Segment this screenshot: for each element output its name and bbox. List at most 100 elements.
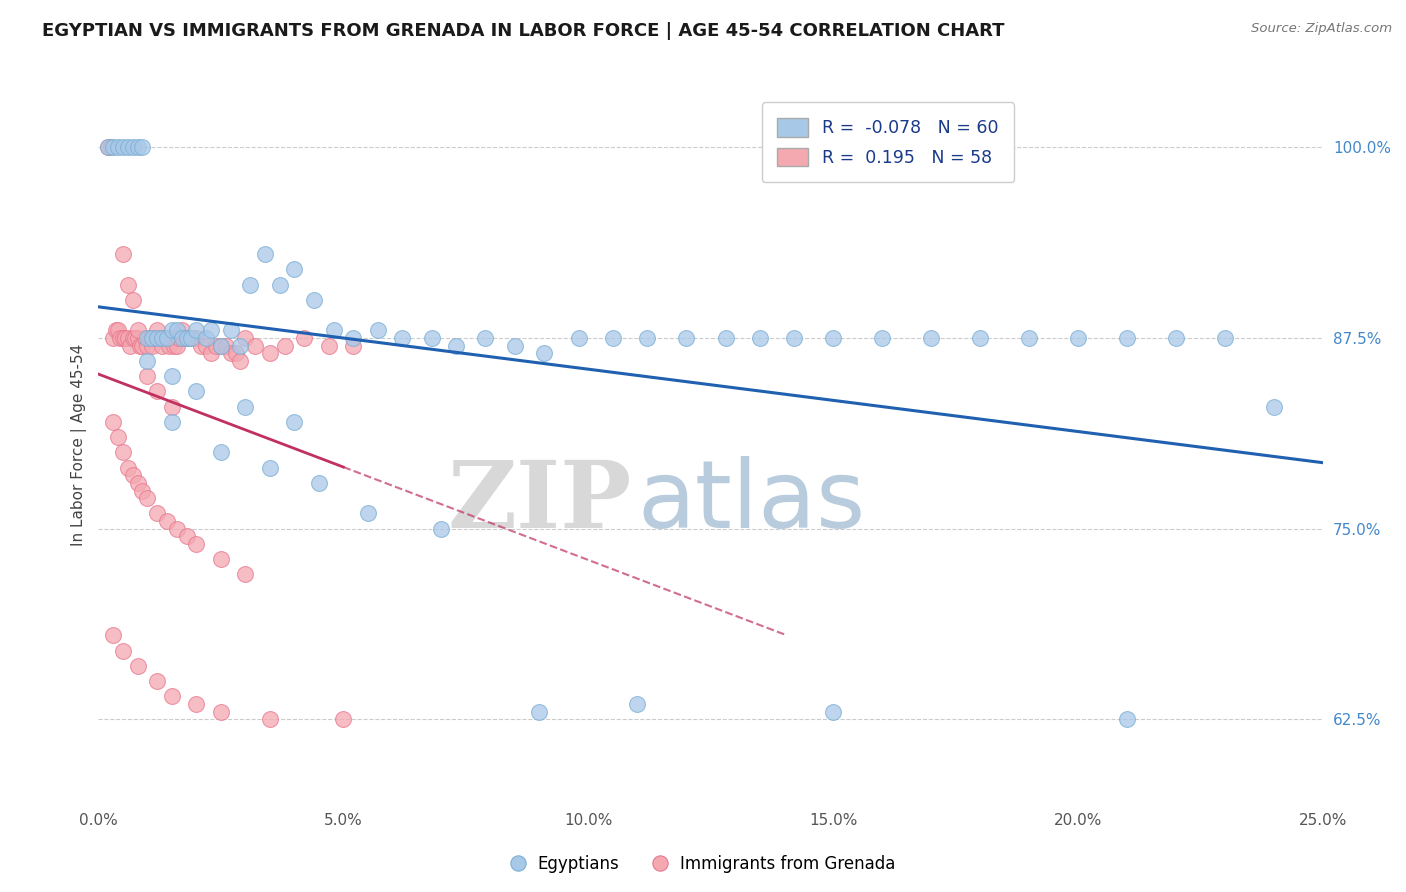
Point bbox=[146, 323, 169, 337]
Point bbox=[124, 331, 146, 345]
Point bbox=[111, 247, 134, 261]
Point bbox=[322, 323, 344, 337]
Point bbox=[567, 331, 589, 345]
Point bbox=[533, 346, 555, 360]
Text: atlas: atlas bbox=[637, 456, 866, 549]
Point bbox=[110, 331, 132, 345]
Point bbox=[121, 468, 143, 483]
Point bbox=[149, 331, 172, 345]
Point bbox=[259, 460, 281, 475]
Point bbox=[146, 674, 169, 689]
Text: EGYPTIAN VS IMMIGRANTS FROM GRENADA IN LABOR FORCE | AGE 45-54 CORRELATION CHART: EGYPTIAN VS IMMIGRANTS FROM GRENADA IN L… bbox=[42, 22, 1005, 40]
Point bbox=[101, 331, 124, 345]
Point bbox=[239, 277, 262, 292]
Point bbox=[180, 331, 202, 345]
Point bbox=[121, 293, 143, 307]
Point bbox=[160, 690, 183, 704]
Point bbox=[101, 415, 124, 429]
Point bbox=[111, 643, 134, 657]
Point bbox=[342, 338, 364, 352]
Point bbox=[215, 338, 238, 352]
Point bbox=[160, 369, 183, 384]
Point bbox=[219, 346, 242, 360]
Point bbox=[233, 400, 256, 414]
Point bbox=[146, 331, 169, 345]
Point bbox=[131, 140, 153, 154]
Point bbox=[180, 331, 202, 345]
Point bbox=[872, 331, 894, 345]
Point bbox=[157, 338, 180, 352]
Point bbox=[146, 507, 169, 521]
Point bbox=[136, 369, 159, 384]
Point bbox=[160, 331, 183, 345]
Point bbox=[173, 331, 195, 345]
Point bbox=[166, 522, 188, 536]
Point bbox=[1116, 331, 1139, 345]
Point bbox=[529, 705, 551, 719]
Legend: R =  -0.078   N = 60, R =  0.195   N = 58: R = -0.078 N = 60, R = 0.195 N = 58 bbox=[762, 103, 1015, 183]
Point bbox=[134, 331, 156, 345]
Point bbox=[209, 705, 232, 719]
Point bbox=[129, 338, 152, 352]
Point bbox=[283, 262, 305, 277]
Text: ZIP: ZIP bbox=[447, 457, 631, 547]
Point bbox=[748, 331, 770, 345]
Point bbox=[430, 522, 453, 536]
Point bbox=[253, 247, 276, 261]
Point bbox=[114, 331, 136, 345]
Point bbox=[357, 507, 380, 521]
Point bbox=[131, 483, 153, 498]
Point bbox=[186, 697, 208, 711]
Point bbox=[139, 331, 162, 345]
Point bbox=[186, 384, 208, 399]
Point bbox=[1067, 331, 1090, 345]
Point bbox=[163, 338, 186, 352]
Point bbox=[342, 331, 364, 345]
Point bbox=[136, 331, 159, 345]
Point bbox=[156, 331, 179, 345]
Point bbox=[107, 323, 129, 337]
Point bbox=[121, 140, 143, 154]
Point bbox=[444, 338, 467, 352]
Point bbox=[229, 354, 252, 368]
Point bbox=[190, 338, 212, 352]
Point bbox=[156, 514, 179, 528]
Point bbox=[243, 338, 266, 352]
Point bbox=[107, 140, 129, 154]
Point bbox=[136, 338, 159, 352]
Point bbox=[200, 346, 222, 360]
Point bbox=[292, 331, 315, 345]
Legend: Egyptians, Immigrants from Grenada: Egyptians, Immigrants from Grenada bbox=[505, 848, 901, 880]
Point bbox=[127, 659, 149, 673]
Point bbox=[101, 140, 124, 154]
Point bbox=[714, 331, 737, 345]
Point bbox=[176, 331, 198, 345]
Point bbox=[176, 529, 198, 543]
Point bbox=[131, 338, 153, 352]
Point bbox=[273, 338, 295, 352]
Point bbox=[920, 331, 942, 345]
Point bbox=[225, 346, 247, 360]
Point bbox=[167, 331, 190, 345]
Point bbox=[602, 331, 624, 345]
Point bbox=[823, 705, 845, 719]
Point bbox=[209, 338, 232, 352]
Point bbox=[209, 338, 232, 352]
Point bbox=[136, 354, 159, 368]
Point bbox=[100, 140, 122, 154]
Point bbox=[153, 331, 176, 345]
Point bbox=[367, 323, 389, 337]
Point bbox=[636, 331, 658, 345]
Point bbox=[117, 460, 139, 475]
Point bbox=[1263, 400, 1285, 414]
Point bbox=[269, 277, 291, 292]
Point bbox=[219, 323, 242, 337]
Point bbox=[1018, 331, 1040, 345]
Y-axis label: In Labor Force | Age 45-54: In Labor Force | Age 45-54 bbox=[72, 343, 87, 546]
Point bbox=[120, 338, 142, 352]
Point bbox=[107, 430, 129, 444]
Point bbox=[186, 331, 208, 345]
Point bbox=[127, 475, 149, 490]
Point bbox=[186, 323, 208, 337]
Point bbox=[117, 140, 139, 154]
